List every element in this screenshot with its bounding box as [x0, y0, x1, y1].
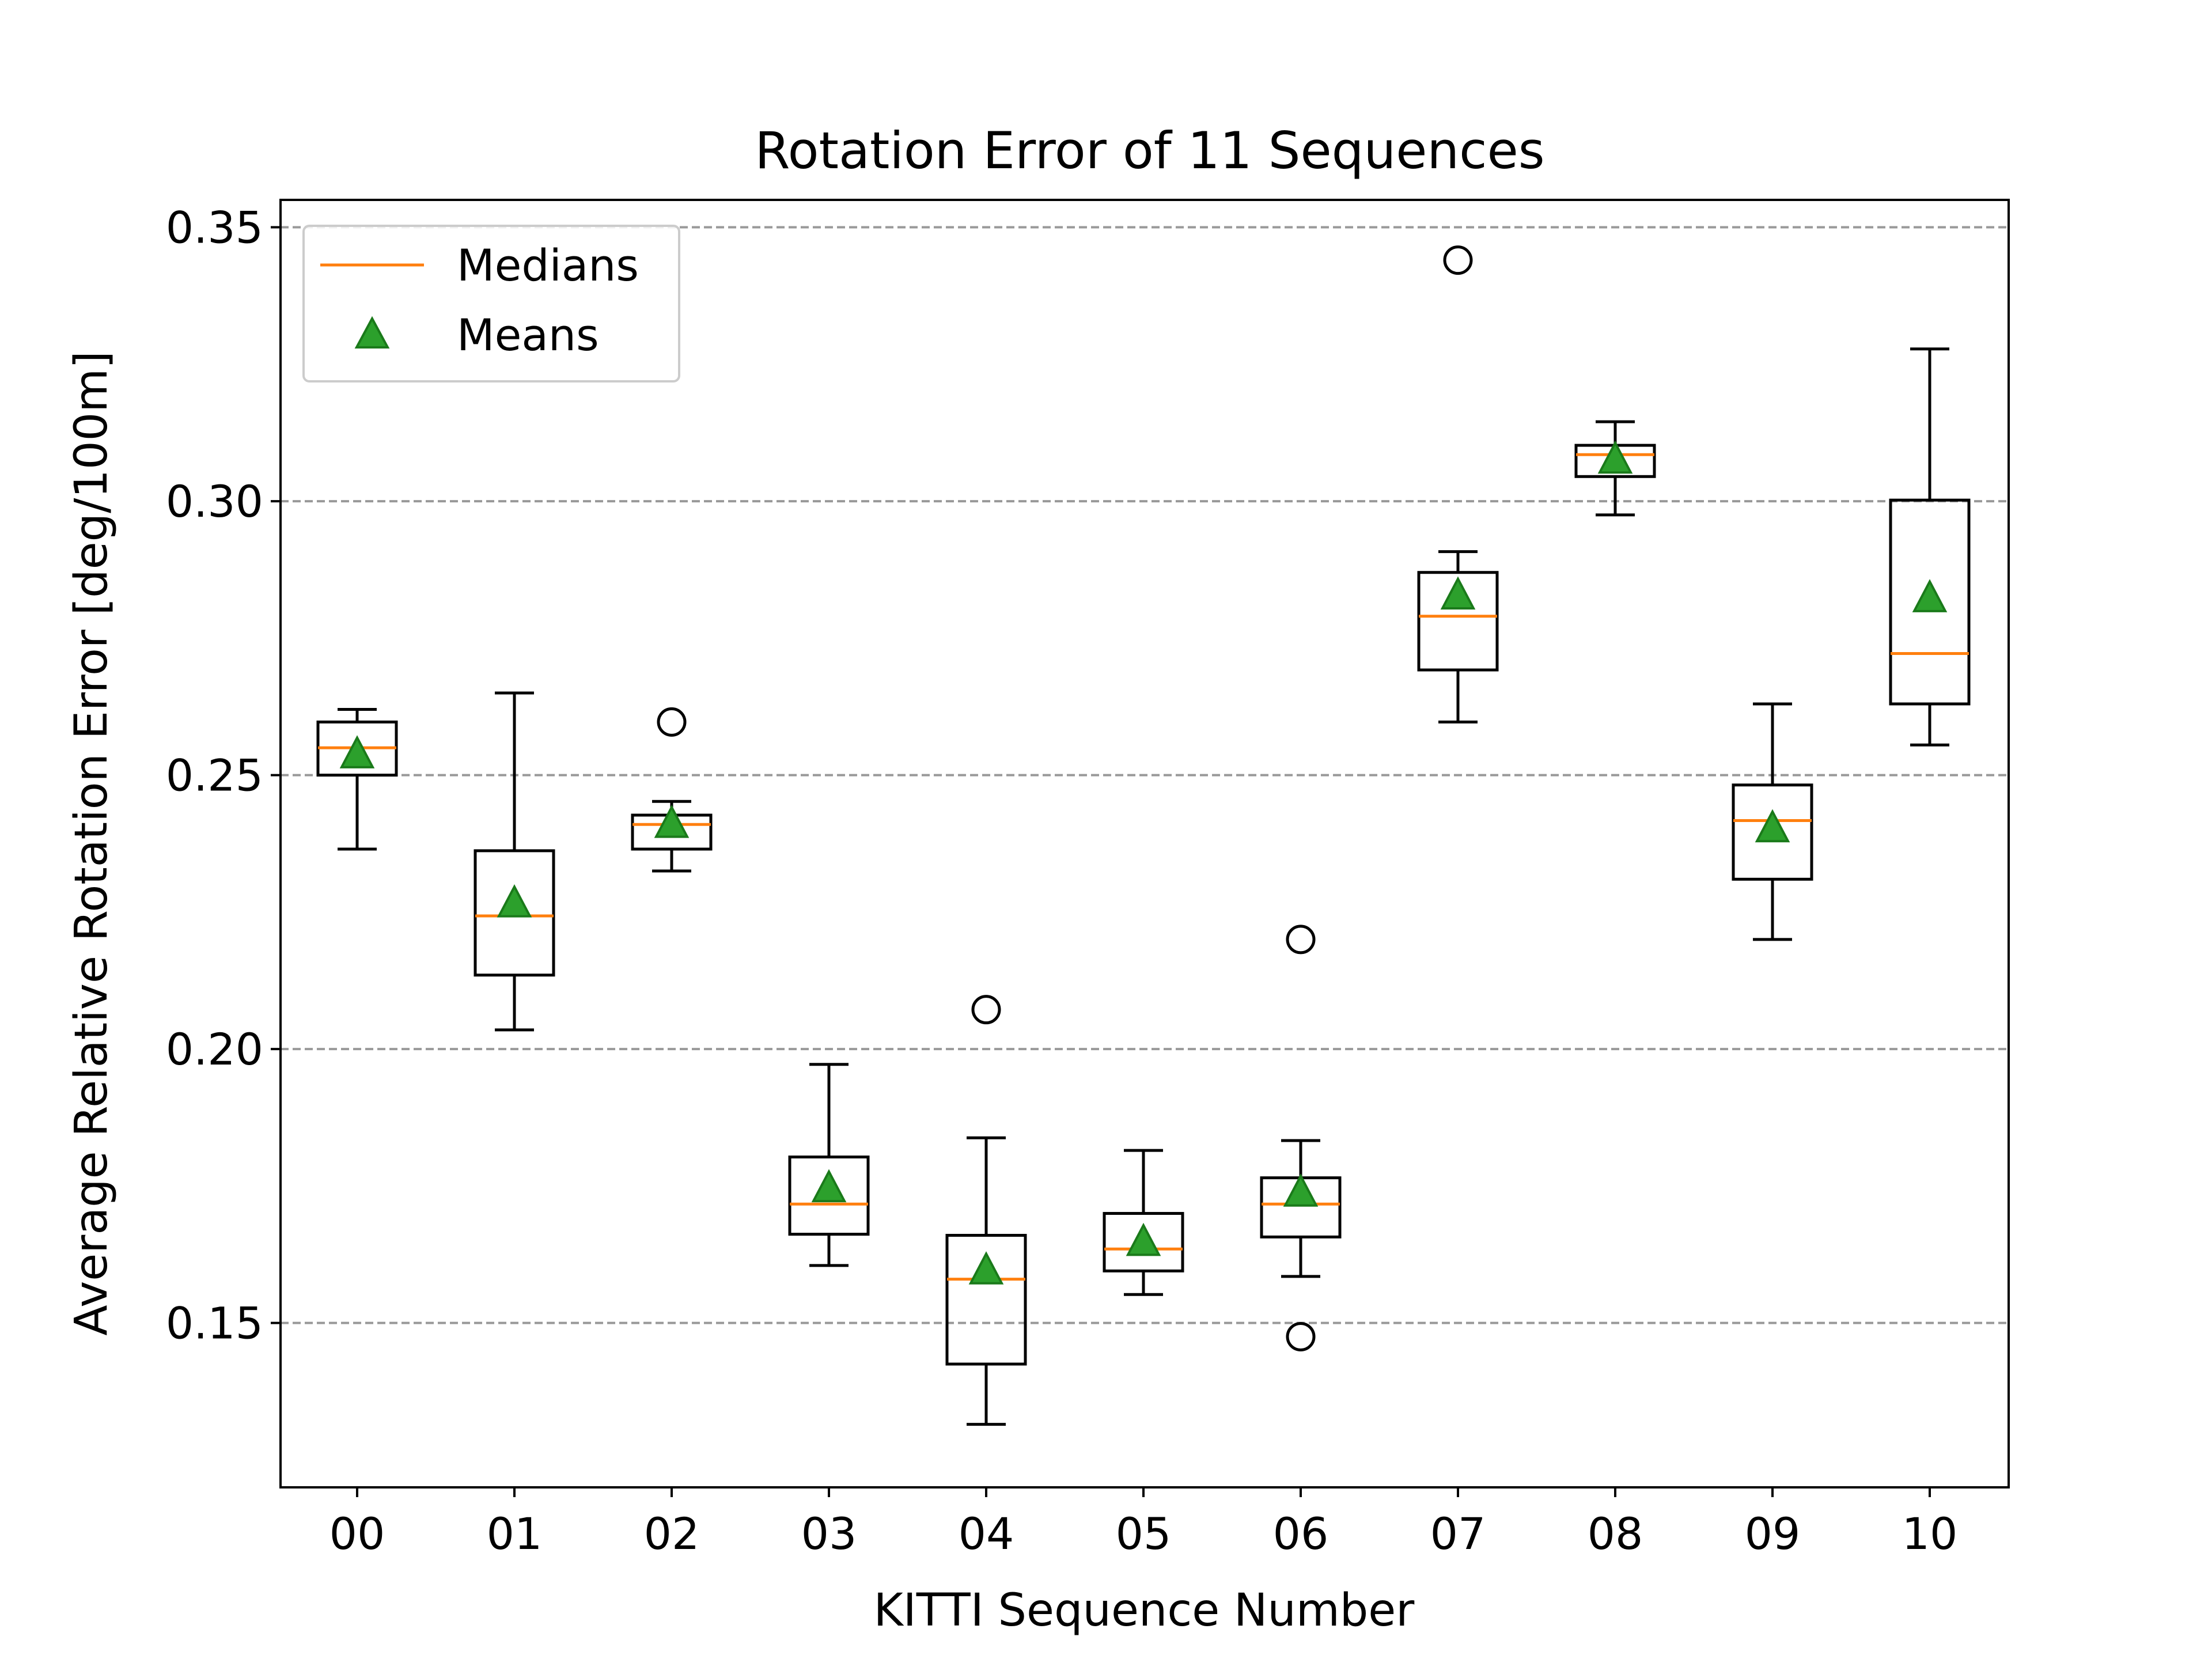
- iqr-box: [474, 849, 555, 977]
- mean-marker: [1283, 1173, 1319, 1207]
- mean-marker: [1440, 576, 1476, 610]
- chart-title: Rotation Error of 11 Sequences: [755, 121, 1544, 180]
- x-tick-label: 09: [1745, 1508, 1801, 1559]
- box-group-09: [1732, 702, 1813, 941]
- mean-marker: [1912, 579, 1948, 612]
- outlier-point: [1443, 245, 1473, 275]
- outlier-point: [1286, 1321, 1316, 1351]
- x-axis-label: KITTI Sequence Number: [874, 1585, 1415, 1637]
- x-tick-label: 07: [1430, 1508, 1486, 1559]
- mean-marker: [339, 735, 375, 768]
- outlier-point: [971, 995, 1001, 1025]
- iqr-box: [1889, 498, 1971, 706]
- x-tick-label: 03: [801, 1508, 857, 1559]
- x-tick-label: 00: [329, 1508, 385, 1559]
- box-group-01: [474, 691, 555, 1032]
- x-tick-label: 05: [1116, 1508, 1172, 1559]
- legend-mean-label: Means: [457, 309, 599, 361]
- mean-marker: [1755, 809, 1790, 843]
- box-group-00: [316, 707, 398, 851]
- box-group-10: [1889, 347, 1971, 747]
- grid-lines: [281, 226, 2009, 1324]
- iqr-box: [1732, 783, 1813, 881]
- legend-median-label: Medians: [457, 240, 639, 291]
- y-tick-label: 0.25: [166, 750, 263, 801]
- y-tick-label: 0.35: [166, 202, 263, 253]
- outlier-point: [657, 707, 687, 737]
- iqr-box: [788, 1156, 870, 1236]
- box-group-06: [1260, 925, 1342, 1351]
- mean-marker: [1597, 440, 1633, 474]
- box-group-05: [1103, 1149, 1184, 1296]
- x-tick-label: 02: [644, 1508, 700, 1559]
- legend: Medians Means: [302, 225, 680, 382]
- box-group-08: [1574, 420, 1656, 517]
- iqr-box: [1417, 571, 1499, 672]
- mean-marker: [654, 805, 690, 838]
- y-axis-label: Average Relative Rotation Error [deg/100…: [66, 351, 118, 1335]
- mean-marker: [1126, 1222, 1161, 1256]
- box-group-03: [788, 1063, 870, 1267]
- mean-marker: [811, 1169, 847, 1203]
- x-tick-label: 08: [1588, 1508, 1643, 1559]
- mean-marker: [968, 1251, 1004, 1285]
- x-tick-label: 10: [1902, 1508, 1958, 1559]
- iqr-box: [945, 1234, 1027, 1366]
- x-axis-ticks: 00 01 02 03 04 05 06 07 08 09 10: [329, 1487, 1958, 1559]
- y-tick-label: 0.30: [166, 476, 263, 527]
- y-axis-ticks: 0.15 0.20 0.25 0.30 0.35: [166, 202, 281, 1349]
- x-tick-label: 04: [959, 1508, 1014, 1559]
- mean-marker: [497, 884, 532, 918]
- iqr-box: [1103, 1211, 1184, 1272]
- legend-mean-swatch: [354, 316, 390, 349]
- y-tick-label: 0.15: [166, 1298, 263, 1349]
- box-group-02: [631, 707, 713, 873]
- x-tick-label: 06: [1273, 1508, 1329, 1559]
- outlier-point: [1286, 925, 1316, 955]
- y-tick-label: 0.20: [166, 1024, 263, 1075]
- box-group-04: [945, 995, 1027, 1426]
- x-tick-label: 01: [487, 1508, 543, 1559]
- box-series: [316, 245, 1971, 1426]
- box-group-07: [1417, 245, 1499, 724]
